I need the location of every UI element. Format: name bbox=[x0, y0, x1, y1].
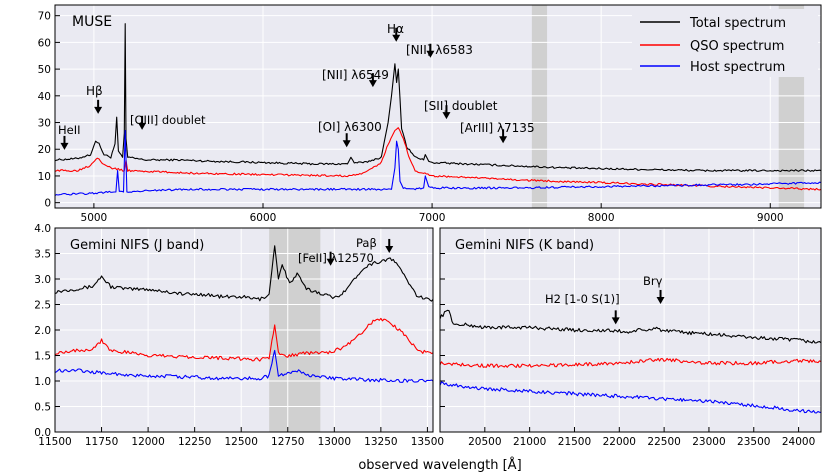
muse-y-tick-label: 50 bbox=[38, 64, 51, 76]
nifs_j-series-qso-spectrum bbox=[55, 317, 433, 362]
nifs_j-y-tick-label: 2.0 bbox=[34, 325, 51, 337]
muse-panel-frame bbox=[54, 4, 822, 209]
nifs_j-series-host-spectrum bbox=[55, 349, 433, 383]
muse-x-tick-label: 6000 bbox=[250, 212, 277, 224]
nifs_k-x-tick-label: 22500 bbox=[647, 436, 680, 448]
muse-x-tick-label: 9000 bbox=[757, 212, 784, 224]
nifs_k-series-total-spectrum bbox=[440, 309, 821, 344]
muse-y-tick-label: 30 bbox=[38, 118, 51, 130]
nifs_j-x-tick-label: 12250 bbox=[178, 436, 211, 448]
annotation-pabeta: Paβ bbox=[356, 236, 377, 250]
nifs_k-panel-frame bbox=[439, 227, 822, 433]
muse-panel-label: MUSE bbox=[72, 14, 112, 30]
annotation-ariii: [ArIII] λ7135 bbox=[460, 121, 535, 135]
muse-series-total-spectrum bbox=[55, 23, 821, 173]
nifs_j-x-tick-label: 13250 bbox=[364, 436, 397, 448]
nifs_k-x-tick-label: 21000 bbox=[513, 436, 546, 448]
legend-label-qso: QSO spectrum bbox=[690, 39, 784, 54]
muse-annotation-arrowhead-1 bbox=[94, 106, 103, 114]
annotation-oi: [OI] λ6300 bbox=[318, 120, 382, 134]
nifs_j-x-tick-label: 11500 bbox=[38, 436, 71, 448]
muse-y-tick-label: 20 bbox=[38, 144, 51, 156]
muse-annotation-arrowhead-7 bbox=[342, 140, 351, 148]
nifs_j-y-tick-label: 1.5 bbox=[34, 351, 51, 363]
nifs_j-y-tick-label: 0.5 bbox=[34, 402, 51, 414]
legend-label-host: Host spectrum bbox=[690, 60, 785, 75]
muse-y-tick-label: 0 bbox=[44, 198, 51, 210]
nifs_j-x-tick-label: 13000 bbox=[318, 436, 351, 448]
nifs_k-x-tick-label: 20500 bbox=[468, 436, 501, 448]
nifs_k-series-qso-spectrum bbox=[440, 357, 821, 368]
muse-y-tick-label: 10 bbox=[38, 171, 51, 183]
muse-x-tick-label: 5000 bbox=[81, 212, 108, 224]
nifs_j-x-tick-label: 12500 bbox=[225, 436, 258, 448]
nifs_j-y-tick-label: 1.0 bbox=[34, 376, 51, 388]
legend-label-total: Total spectrum bbox=[689, 16, 786, 31]
nifs-k-panel: 20500 21000 21500 22000 22500 23000 23500 24000 bbox=[439, 227, 822, 448]
annotation-nii-6583: [NII] λ6583 bbox=[406, 43, 473, 57]
muse-annotation-arrowhead-5 bbox=[368, 80, 377, 88]
nifs_j-x-tick-label: 11750 bbox=[85, 436, 118, 448]
nifs_k-x-tick-label: 24000 bbox=[782, 436, 815, 448]
annotation-brgamma: Brγ bbox=[643, 274, 663, 288]
nifs_j-x-tick-label: 12000 bbox=[131, 436, 164, 448]
muse-x-tick-label: 7000 bbox=[419, 212, 446, 224]
muse-annotation-arrowhead-3 bbox=[392, 34, 401, 42]
nifs-k-panel-label: Gemini NIFS (K band) bbox=[455, 238, 594, 253]
muse-annotation-arrowhead-4 bbox=[426, 50, 435, 58]
nifs-j-panel-label: Gemini NIFS (J band) bbox=[70, 238, 204, 253]
muse-series-host-spectrum bbox=[55, 129, 821, 197]
nifs_j-annotation-arrowhead-1 bbox=[385, 245, 394, 253]
nifs-j-panel: 11500 11750 12000 12250 12500 12750 13000 13250… bbox=[34, 223, 444, 448]
nifs_k-annotation-arrowhead-1 bbox=[611, 317, 620, 325]
nifs_j-y-tick-label: 3.0 bbox=[34, 274, 51, 286]
nifs_j-annotation-arrowhead-0 bbox=[326, 258, 335, 266]
nifs_j-y-tick-label: 2.5 bbox=[34, 300, 51, 312]
annotation-sii: [SII] doublet bbox=[424, 99, 498, 113]
muse-annotation-arrowhead-8 bbox=[499, 136, 508, 144]
muse-shaded-band-0 bbox=[531, 5, 548, 208]
x-axis-label: observed wavelength [Å] bbox=[358, 457, 521, 473]
muse-y-tick-label: 70 bbox=[38, 11, 51, 23]
annotation-halpha: Hα bbox=[387, 22, 404, 36]
nifs_k-x-tick-label: 23500 bbox=[737, 436, 770, 448]
annotation-hbeta: Hβ bbox=[86, 84, 103, 98]
nifs_j-x-tick-label: 13500 bbox=[411, 436, 444, 448]
annotation-nii-6549: [NII] λ6549 bbox=[322, 68, 389, 82]
annotation-feii: [FeII] λ12570 bbox=[298, 251, 374, 265]
muse-annotation-arrowhead-2 bbox=[138, 122, 147, 130]
nifs_j-panel-frame bbox=[54, 227, 434, 433]
nifs_j-y-tick-label: 4.0 bbox=[34, 223, 51, 235]
nifs_j-series-total-spectrum bbox=[55, 245, 433, 302]
annotation-heii: HeII bbox=[58, 123, 81, 137]
legend: Total spectrum QSO spectrum Host spectru… bbox=[632, 9, 818, 77]
muse-annotation-arrowhead-6 bbox=[442, 112, 451, 120]
muse-y-tick-label: 60 bbox=[38, 37, 51, 49]
nifs_j-y-tick-label: 0.0 bbox=[34, 427, 51, 439]
nifs_k-annotation-arrowhead-0 bbox=[656, 296, 665, 304]
muse-y-tick-label: 40 bbox=[38, 91, 51, 103]
muse-x-tick-label: 8000 bbox=[588, 212, 615, 224]
muse-annotation-arrowhead-0 bbox=[60, 142, 69, 150]
nifs_k-x-tick-label: 21500 bbox=[558, 436, 591, 448]
nifs_j-y-tick-label: 3.5 bbox=[34, 249, 51, 261]
nifs_k-series-host-spectrum bbox=[440, 381, 821, 414]
annotation-h2: H2 [1-0 S(1)] bbox=[545, 292, 620, 306]
nifs_k-x-tick-label: 22000 bbox=[603, 436, 636, 448]
annotation-oiii: [OIII] doublet bbox=[130, 113, 206, 127]
nifs_k-x-tick-label: 23000 bbox=[692, 436, 725, 448]
nifs_j-x-tick-label: 12750 bbox=[271, 436, 304, 448]
